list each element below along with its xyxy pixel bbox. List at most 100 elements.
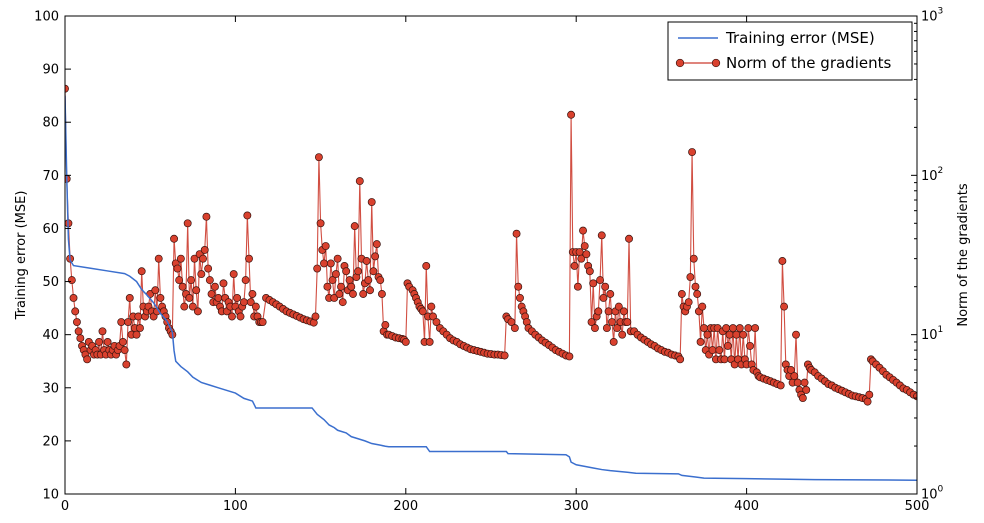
gradient-point: [369, 267, 378, 276]
gradient-point: [715, 346, 724, 355]
gradient-point: [342, 267, 351, 276]
gradient-point: [136, 324, 144, 333]
gradient-point: [239, 298, 248, 307]
y-left-tick-label: 20: [42, 434, 59, 449]
gradient-point: [802, 385, 811, 394]
gradient-point: [176, 254, 185, 263]
gradient-point: [71, 307, 80, 316]
gradient-point: [722, 324, 731, 333]
y-right-tick-base: 10: [921, 169, 938, 184]
gradient-point: [565, 352, 574, 361]
gradient-point: [579, 226, 587, 235]
gradient-point: [602, 324, 611, 333]
y-right-tick-label: 101: [921, 325, 943, 343]
gradient-point: [350, 222, 359, 231]
gradient-point: [330, 294, 339, 302]
gradient-point: [248, 290, 257, 298]
gradient-point: [118, 338, 127, 346]
gradient-point: [512, 229, 521, 238]
gradient-point: [746, 341, 754, 350]
gradient-point: [258, 318, 267, 326]
gradient-point: [190, 254, 199, 263]
gradient-point: [236, 312, 245, 321]
gradient-point: [689, 254, 698, 263]
gradient-point: [125, 294, 134, 302]
gradient-point: [691, 282, 700, 291]
mse-line: [65, 95, 917, 481]
legend-marker-right: [711, 58, 721, 68]
gradient-point: [175, 276, 184, 285]
gradient-point: [739, 330, 748, 339]
gradient-point: [335, 290, 344, 298]
gradient-point: [117, 318, 126, 326]
gradient-point: [585, 267, 594, 276]
gradient-point: [623, 318, 632, 326]
gradient-point: [355, 177, 364, 186]
gradient-point: [205, 276, 214, 285]
gradient-point: [427, 302, 436, 311]
gradient-point: [154, 254, 163, 263]
gradient-point: [199, 254, 207, 263]
gradient-point: [401, 338, 410, 346]
gradient-point: [200, 246, 209, 254]
gradient-point: [614, 302, 623, 311]
gradient-point: [613, 324, 622, 333]
gradient-point: [367, 198, 376, 206]
gradient-point: [313, 264, 322, 273]
gradient-point: [251, 302, 260, 311]
gradient-point: [422, 261, 431, 270]
gradient-point: [219, 279, 228, 288]
gradient-point: [597, 231, 606, 240]
gradient-point: [207, 290, 216, 298]
gradient-point: [800, 378, 809, 387]
gradient-point: [729, 324, 737, 333]
gradient-point: [594, 307, 603, 316]
gradient-point: [744, 324, 753, 333]
plot-frame: [64, 15, 918, 495]
gradient-point: [202, 212, 211, 221]
gradient-point: [233, 294, 242, 302]
y-left-tick-label: 30: [42, 381, 59, 396]
gradient-point: [606, 290, 615, 298]
gradient-point: [193, 307, 202, 316]
y-left-tick-label: 100: [34, 10, 59, 25]
gradient-point: [354, 267, 363, 276]
gradient-point: [577, 254, 586, 263]
gradient-point: [83, 355, 92, 364]
gradient-point: [228, 312, 236, 321]
gradient-point: [425, 338, 434, 346]
y-left-tick-label: 50: [42, 275, 59, 290]
gradient-point: [188, 302, 197, 311]
gradient-point: [120, 346, 129, 355]
gradient-point: [320, 259, 328, 268]
gradient-point: [589, 279, 598, 288]
y-left-tick-label: 60: [42, 222, 59, 237]
gradient-point: [567, 110, 576, 119]
gradient-point: [780, 302, 789, 311]
gradient-point: [732, 330, 741, 339]
y-right-tick-label: 102: [921, 166, 943, 184]
gradient-point: [700, 324, 708, 333]
gradient-point: [723, 341, 732, 350]
gradient-point: [151, 286, 160, 295]
gradient-point: [596, 276, 605, 285]
y-right-tick-base: 10: [921, 328, 938, 343]
gradient-point: [156, 294, 165, 302]
gradient-point: [590, 324, 599, 333]
gradient-point: [703, 330, 712, 339]
gradient-point: [338, 298, 347, 307]
gradient-point: [776, 381, 785, 390]
gradient-point: [677, 290, 686, 298]
gradient-point: [573, 282, 582, 291]
y-right-axis-label: Norm of the gradients: [956, 183, 971, 326]
gradient-point: [243, 211, 252, 220]
gradient-point: [323, 282, 332, 291]
gradient-point: [67, 276, 76, 285]
gradient-point: [601, 282, 610, 291]
gradient-point: [418, 307, 427, 316]
gradient-point: [708, 346, 717, 355]
gradient-point: [359, 290, 368, 298]
y-right-tick-exponent: 0: [938, 485, 944, 495]
gradient-point: [377, 290, 386, 298]
